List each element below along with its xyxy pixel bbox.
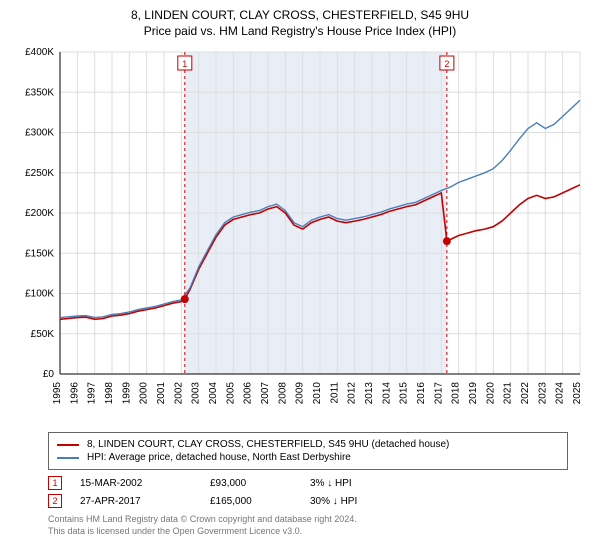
chart-area: £0 £50K £100K £150K £200K £250K £300K £350K £400… (12, 44, 588, 424)
legend-row-hpi: HPI: Average price, detached house, Nort… (57, 452, 559, 463)
svg-text:1998: 1998 (104, 382, 115, 405)
svg-text:2009: 2009 (295, 382, 306, 405)
sale-price-1: £93,000 (210, 478, 310, 489)
sale-delta-2: 30% ↓ HPI (310, 496, 430, 507)
title-subtitle: Price paid vs. HM Land Registry's House … (12, 24, 588, 38)
svg-text:£300K: £300K (25, 128, 54, 139)
chart-container: 8, LINDEN COURT, CLAY CROSS, CHESTERFIEL… (0, 0, 600, 560)
legend-swatch-property (57, 444, 79, 446)
svg-text:2005: 2005 (225, 382, 236, 405)
svg-text:1996: 1996 (69, 382, 80, 405)
title-address: 8, LINDEN COURT, CLAY CROSS, CHESTERFIEL… (12, 8, 588, 22)
svg-text:£250K: £250K (25, 168, 54, 179)
title-block: 8, LINDEN COURT, CLAY CROSS, CHESTERFIEL… (12, 8, 588, 38)
sale-date-2: 27-APR-2017 (80, 496, 210, 507)
legend-swatch-hpi (57, 457, 79, 459)
line-chart: £0 £50K £100K £150K £200K £250K £300K £350K £400… (12, 44, 588, 424)
footer: Contains HM Land Registry data © Crown c… (48, 514, 588, 537)
sale-delta-1: 3% ↓ HPI (310, 478, 430, 489)
svg-text:2023: 2023 (537, 382, 548, 405)
svg-text:2013: 2013 (364, 382, 375, 405)
svg-text:2019: 2019 (468, 382, 479, 405)
svg-text:£150K: £150K (25, 248, 54, 259)
svg-text:1997: 1997 (87, 382, 98, 405)
svg-text:2: 2 (444, 59, 449, 69)
svg-text:£0: £0 (43, 369, 55, 380)
svg-text:2010: 2010 (312, 382, 323, 405)
svg-text:2000: 2000 (139, 382, 150, 405)
legend-row-property: 8, LINDEN COURT, CLAY CROSS, CHESTERFIEL… (57, 439, 559, 450)
svg-text:2001: 2001 (156, 382, 167, 405)
svg-text:£400K: £400K (25, 47, 54, 58)
svg-text:2006: 2006 (243, 382, 254, 405)
svg-text:1995: 1995 (52, 382, 63, 405)
svg-text:2004: 2004 (208, 382, 219, 405)
sales-row-1: 1 15-MAR-2002 £93,000 3% ↓ HPI (48, 476, 588, 490)
footer-line1: Contains HM Land Registry data © Crown c… (48, 514, 588, 526)
svg-text:2018: 2018 (451, 382, 462, 405)
svg-text:2017: 2017 (433, 382, 444, 405)
svg-text:1: 1 (182, 59, 187, 69)
sale-marker-2: 2 (48, 494, 62, 508)
sales-table: 1 15-MAR-2002 £93,000 3% ↓ HPI 2 27-APR-… (48, 476, 588, 508)
svg-text:2020: 2020 (485, 382, 496, 405)
footer-line2: This data is licensed under the Open Gov… (48, 526, 588, 538)
svg-text:2011: 2011 (329, 382, 340, 404)
svg-text:2016: 2016 (416, 382, 427, 405)
sale-date-1: 15-MAR-2002 (80, 478, 210, 489)
svg-text:2002: 2002 (173, 382, 184, 405)
svg-text:1999: 1999 (121, 382, 132, 405)
svg-text:£100K: £100K (25, 289, 54, 300)
sale-marker-1: 1 (48, 476, 62, 490)
svg-text:2007: 2007 (260, 382, 271, 405)
svg-text:£350K: £350K (25, 87, 54, 98)
legend-label-property: 8, LINDEN COURT, CLAY CROSS, CHESTERFIEL… (87, 439, 449, 450)
svg-text:2015: 2015 (399, 382, 410, 405)
svg-text:2025: 2025 (572, 382, 583, 405)
sales-row-2: 2 27-APR-2017 £165,000 30% ↓ HPI (48, 494, 588, 508)
svg-text:2003: 2003 (191, 382, 202, 405)
svg-text:2022: 2022 (520, 382, 531, 405)
svg-text:2014: 2014 (381, 382, 392, 405)
svg-text:£50K: £50K (31, 329, 55, 340)
svg-text:2024: 2024 (555, 382, 566, 405)
sale-price-2: £165,000 (210, 496, 310, 507)
legend-label-hpi: HPI: Average price, detached house, Nort… (87, 452, 351, 463)
svg-text:£200K: £200K (25, 208, 54, 219)
svg-text:2008: 2008 (277, 382, 288, 405)
svg-text:2012: 2012 (347, 382, 358, 405)
legend-box: 8, LINDEN COURT, CLAY CROSS, CHESTERFIEL… (48, 432, 568, 470)
svg-text:2021: 2021 (503, 382, 514, 405)
